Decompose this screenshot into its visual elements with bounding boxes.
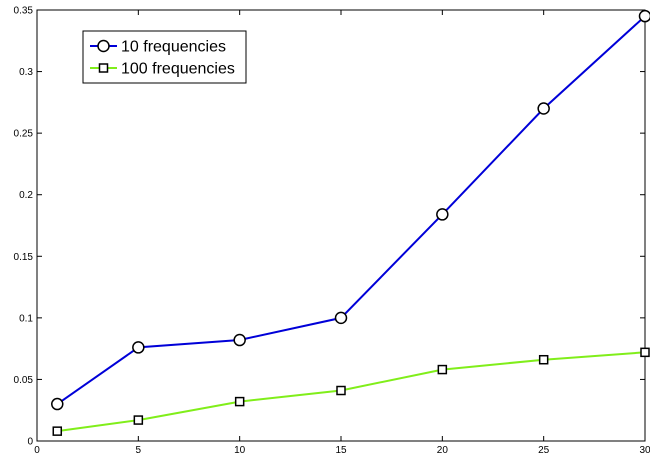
data-point: [640, 347, 650, 358]
data-point: [437, 364, 448, 375]
data-point: [334, 311, 348, 325]
series-2: [52, 347, 650, 436]
data-point: [233, 333, 246, 347]
y-axis-ticks: 0 0.05 0.1 0.15 0.2 0.25 0.3 0.35: [14, 6, 645, 448]
x-axis-ticks: 0 5 10 15 20 25 30: [34, 10, 650, 456]
legend-label: 10 frequencies: [121, 39, 226, 56]
data-point: [538, 354, 549, 365]
data-point: [133, 415, 144, 425]
data-point: [537, 102, 550, 115]
legend-item: 100 frequencies: [90, 61, 235, 78]
data-point: [51, 397, 64, 411]
series-layer: [51, 9, 650, 436]
legend-marker: [98, 63, 109, 73]
y-tick-label: 0.35: [14, 6, 34, 17]
y-tick-label: 0.2: [19, 190, 33, 201]
x-tick-label: 15: [335, 445, 347, 456]
data-point: [336, 385, 346, 396]
y-tick-label: 0.15: [14, 252, 34, 263]
series-line: [57, 351, 646, 433]
data-point: [234, 396, 245, 407]
y-tick-label: 0.25: [14, 129, 34, 140]
legend-item: 10 frequencies: [90, 39, 226, 56]
legend-box: [82, 30, 247, 84]
data-point: [436, 208, 449, 221]
x-tick-label: 25: [538, 445, 550, 456]
legend-label: 100 frequencies: [121, 61, 235, 78]
x-tick-label: 5: [136, 445, 142, 456]
legend: 10 frequencies 100 frequencies: [82, 30, 247, 84]
legend-marker: [97, 39, 110, 53]
x-tick-label: 30: [639, 445, 650, 456]
y-tick-label: 0: [27, 437, 33, 448]
y-tick-label: 0.05: [14, 375, 34, 386]
data-point: [638, 9, 650, 23]
x-tick-label: 10: [234, 445, 246, 456]
series-1: [51, 9, 650, 411]
y-tick-label: 0.3: [19, 67, 33, 78]
data-point: [52, 426, 63, 436]
x-tick-label: 0: [34, 445, 40, 456]
x-tick-label: 20: [437, 445, 449, 456]
y-tick-label: 0.1: [19, 313, 33, 324]
data-point: [132, 341, 145, 354]
